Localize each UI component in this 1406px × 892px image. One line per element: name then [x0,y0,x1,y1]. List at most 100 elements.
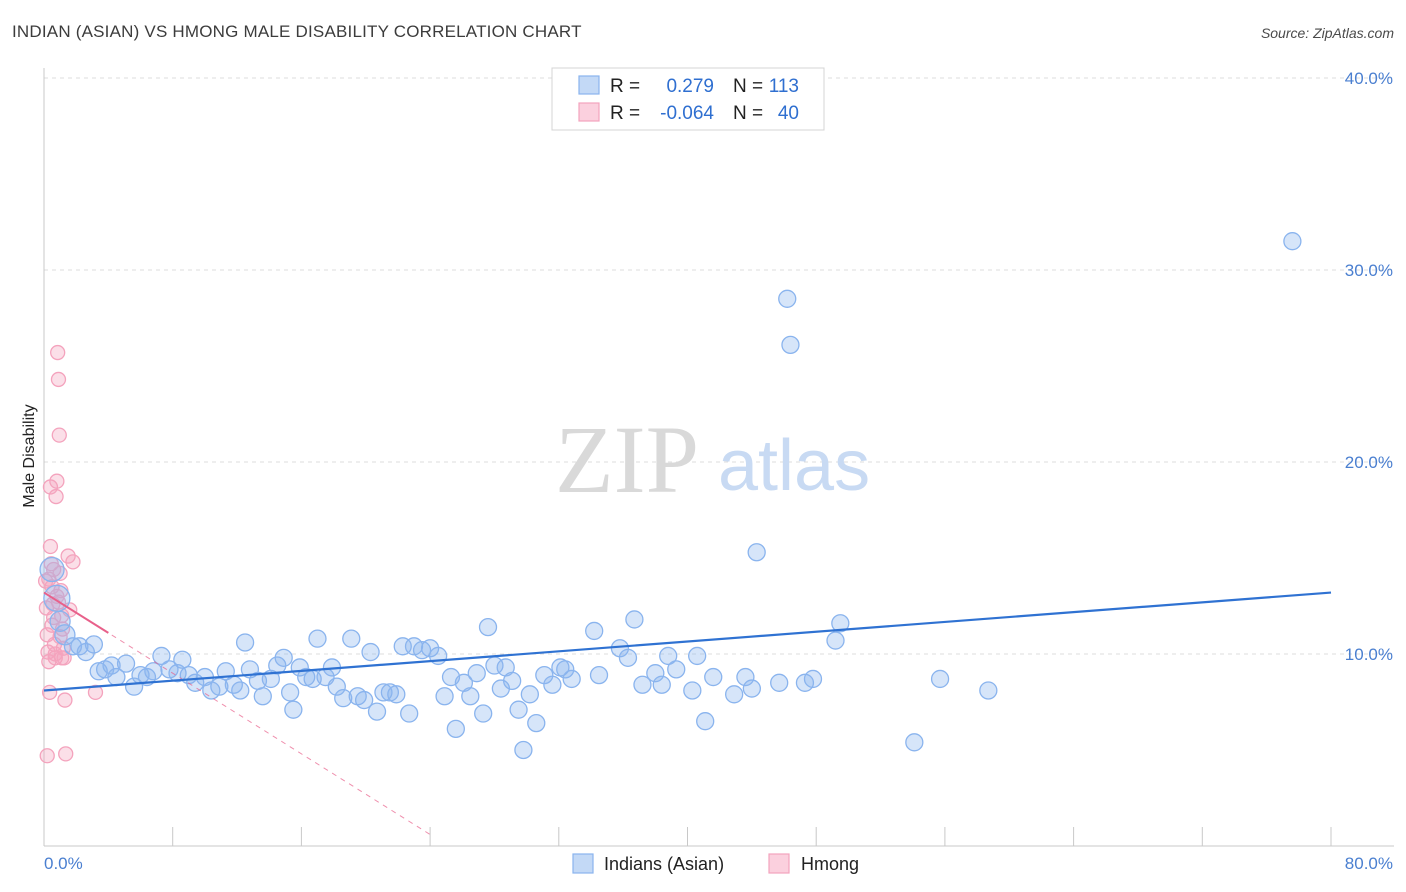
indian-asian-point [435,687,454,706]
indian-asian-point [367,702,387,721]
hmong-point [87,684,104,701]
hmong-point [57,692,73,708]
watermark: ZIP atlas [555,406,870,513]
indian-asian-point [308,629,327,648]
indian-asian-point [102,656,121,675]
indian-asian-point [736,667,755,687]
indian-asian-point [144,662,163,681]
hmong-point [41,684,58,701]
indian-asian-point [327,677,346,696]
indian-asian-point [84,635,104,654]
indian-asian-point [461,687,480,706]
indian-asian-point [152,646,171,666]
indian-asian-point [39,556,65,583]
indian-asian-point [467,664,486,683]
legend-r-value-1: -0.064 [660,103,714,124]
hmong-point [50,371,67,388]
indian-asian-point [173,650,192,669]
indian-asian-point [585,621,604,641]
indian-asian-points [39,232,1302,760]
indian-asian-point [696,712,715,731]
indian-asian-trendline [43,591,1332,692]
indian-asian-point [725,685,744,704]
indian-asian-point [618,648,638,667]
indian-asian-point [400,704,419,723]
hmong-point [42,538,59,555]
legend-n-value-1: 40 [778,103,799,124]
indian-asian-point [826,631,845,650]
indian-asian-point [361,642,380,662]
indian-asian-point [231,681,250,700]
indian-asian-point [253,687,272,706]
indian-asian-point [297,667,316,687]
indian-asian-point [683,681,702,700]
tick-labels: 10.0% 20.0% 30.0% 40.0% 0.0% 80.0% [44,69,1393,873]
hmong-points [37,344,104,764]
indian-asian-point [770,673,789,692]
indian-asian-point [562,669,581,689]
indian-asian-point [831,614,850,633]
indian-asian-point [747,543,766,562]
bottom-legend-label-hmong: Hmong [801,854,859,874]
y-tick-label-0: 10.0% [1345,645,1393,664]
indian-asian-point [502,671,522,691]
indian-asian-point [652,675,671,694]
indian-asian-point [543,675,562,694]
hmong-point [46,561,62,578]
bottom-legend-label-indian-asian: Indians (Asian) [604,854,724,874]
indian-asian-point [930,669,950,689]
indian-asian-point [235,633,255,652]
indian-asian-point [781,335,800,355]
indian-asian-point [633,675,652,694]
indian-asian-point [49,610,71,633]
y-axis-title: Male Disability [21,404,38,507]
indian-asian-point [589,665,609,685]
indian-asian-point [667,660,686,679]
indian-asian-point [478,617,498,637]
indian-asian-point [274,648,293,667]
bottom-legend-swatch-indian-asian [572,853,594,874]
x-tick-label-0: 0.0% [44,854,83,873]
hmong-point [47,650,63,666]
trendlines [43,591,1332,835]
indian-asian-point [527,713,546,733]
legend-swatch-hmong [578,102,600,122]
indian-asian-point [742,679,761,698]
hmong-point [39,748,55,764]
y-tick-label-3: 40.0% [1345,69,1393,88]
indian-asian-point [520,685,539,704]
legend-n-label-0: N = [733,76,763,97]
indian-asian-point [474,704,493,723]
indian-asian-point [556,660,575,679]
indian-asian-point [354,690,374,710]
indian-asian-point [659,646,678,666]
indian-asian-point [380,683,400,702]
indian-asian-point [168,664,187,683]
x-tick-label-1: 80.0% [1345,854,1393,873]
hmong-point [58,746,74,762]
legend-box: R = 0.279 N = 113 R = -0.064 N = 40 [551,67,825,131]
y-tick-label-2: 30.0% [1345,261,1393,280]
legend-swatch-indian-asian [578,75,600,95]
indian-asian-point [116,654,136,673]
indian-asian-point [979,681,998,700]
legend-r-label-1: R = [610,103,640,124]
y-tick-label-1: 20.0% [1345,453,1393,472]
legend-n-value-0: 113 [769,76,799,97]
indian-asian-point [446,719,465,739]
indian-asian-point [284,700,303,719]
indian-asian-point [514,740,533,760]
indian-asian-point [688,646,707,666]
source-credit: Source: ZipAtlas.com [1260,25,1394,41]
indian-asian-point [625,610,644,629]
indian-asian-point [334,689,353,708]
bottom-legend-swatch-hmong [768,853,790,874]
indian-asian-point [509,700,528,719]
bottom-legend: Indians (Asian) Hmong [572,853,859,874]
indian-asian-point [280,683,300,702]
indian-asian-point [778,289,797,308]
legend-n-label-1: N = [733,103,763,124]
chart-title: INDIAN (ASIAN) VS HMONG MALE DISABILITY … [12,22,582,41]
hmong-point [44,617,60,633]
